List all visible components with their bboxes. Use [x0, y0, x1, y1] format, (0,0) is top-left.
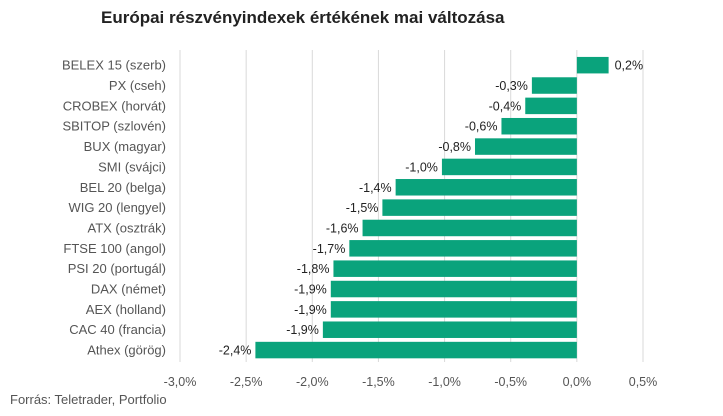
- bar: [531, 77, 577, 94]
- value-label: -1,5%: [346, 201, 379, 215]
- value-label: -0,6%: [465, 120, 498, 134]
- category-label: PSI 20 (portugál): [68, 261, 166, 276]
- value-label: -1,9%: [294, 283, 327, 297]
- x-axis-ticks: -3,0% -2,5% -2,0% -1,5% -1,0% -0,5% 0,0% 0,5%: [164, 375, 658, 389]
- category-label: BUX (magyar): [84, 139, 166, 154]
- bar: [576, 56, 609, 74]
- value-label: -2,4%: [219, 344, 252, 358]
- x-tick-label: -2,5%: [230, 375, 263, 389]
- bars: [255, 56, 609, 359]
- x-tick-label: -1,5%: [362, 375, 395, 389]
- bar: [474, 138, 577, 155]
- bar: [525, 97, 577, 115]
- chart-title: Európai részvényindexek értékének mai vá…: [101, 8, 505, 27]
- category-label: Athex (görög): [87, 343, 166, 358]
- bar: [395, 179, 577, 196]
- bar: [322, 321, 577, 338]
- value-label: -1,4%: [359, 181, 392, 195]
- category-labels: BELEX 15 (szerb) PX (cseh) CROBEX (horvát)…: [62, 58, 166, 358]
- value-label: -0,8%: [438, 140, 471, 154]
- category-label: WIG 20 (lengyel): [68, 200, 166, 215]
- x-tick-label: -1,0%: [428, 375, 461, 389]
- x-tick-label: -2,0%: [296, 375, 329, 389]
- category-label: FTSE 100 (angol): [63, 241, 166, 256]
- bar: [330, 301, 577, 318]
- x-tick-label: 0,0%: [563, 375, 592, 389]
- value-label: -1,6%: [326, 221, 359, 235]
- category-label: BELEX 15 (szerb): [62, 58, 166, 73]
- x-tick-label: 0,5%: [629, 375, 658, 389]
- category-label: BEL 20 (belga): [80, 180, 166, 195]
- value-label: -1,9%: [286, 323, 319, 337]
- category-label: AEX (holland): [86, 302, 166, 317]
- category-label: CROBEX (horvát): [63, 98, 166, 113]
- bar: [330, 280, 577, 298]
- value-label: -1,8%: [297, 262, 330, 276]
- category-label: SBITOP (szlovén): [62, 119, 166, 134]
- value-label: -0,3%: [495, 79, 528, 93]
- category-label: DAX (német): [91, 282, 166, 297]
- bar: [501, 117, 577, 135]
- bar: [441, 158, 577, 176]
- bar: [333, 260, 577, 277]
- source-note: Forrás: Teletrader, Portfolio: [10, 392, 167, 407]
- value-label: -1,9%: [294, 303, 327, 317]
- category-label: CAC 40 (francia): [69, 322, 166, 337]
- bar: [382, 199, 577, 216]
- x-tick-label: -3,0%: [164, 375, 197, 389]
- value-label: -0,4%: [489, 99, 522, 113]
- category-label: ATX (osztrák): [88, 220, 167, 235]
- x-tick-label: -0,5%: [494, 375, 527, 389]
- bar: [255, 341, 577, 359]
- bar: [362, 219, 577, 237]
- category-label: PX (cseh): [109, 78, 166, 93]
- value-label: 0,2%: [615, 59, 644, 73]
- value-label: -1,7%: [313, 242, 346, 256]
- value-labels: 0,2% -0,3% -0,4% -0,6% -0,8%-1,0% -1,4% -1,5% -…: [219, 59, 643, 358]
- bar: [349, 240, 577, 257]
- value-label: -1,0%: [405, 160, 438, 174]
- category-label: SMI (svájci): [98, 159, 166, 174]
